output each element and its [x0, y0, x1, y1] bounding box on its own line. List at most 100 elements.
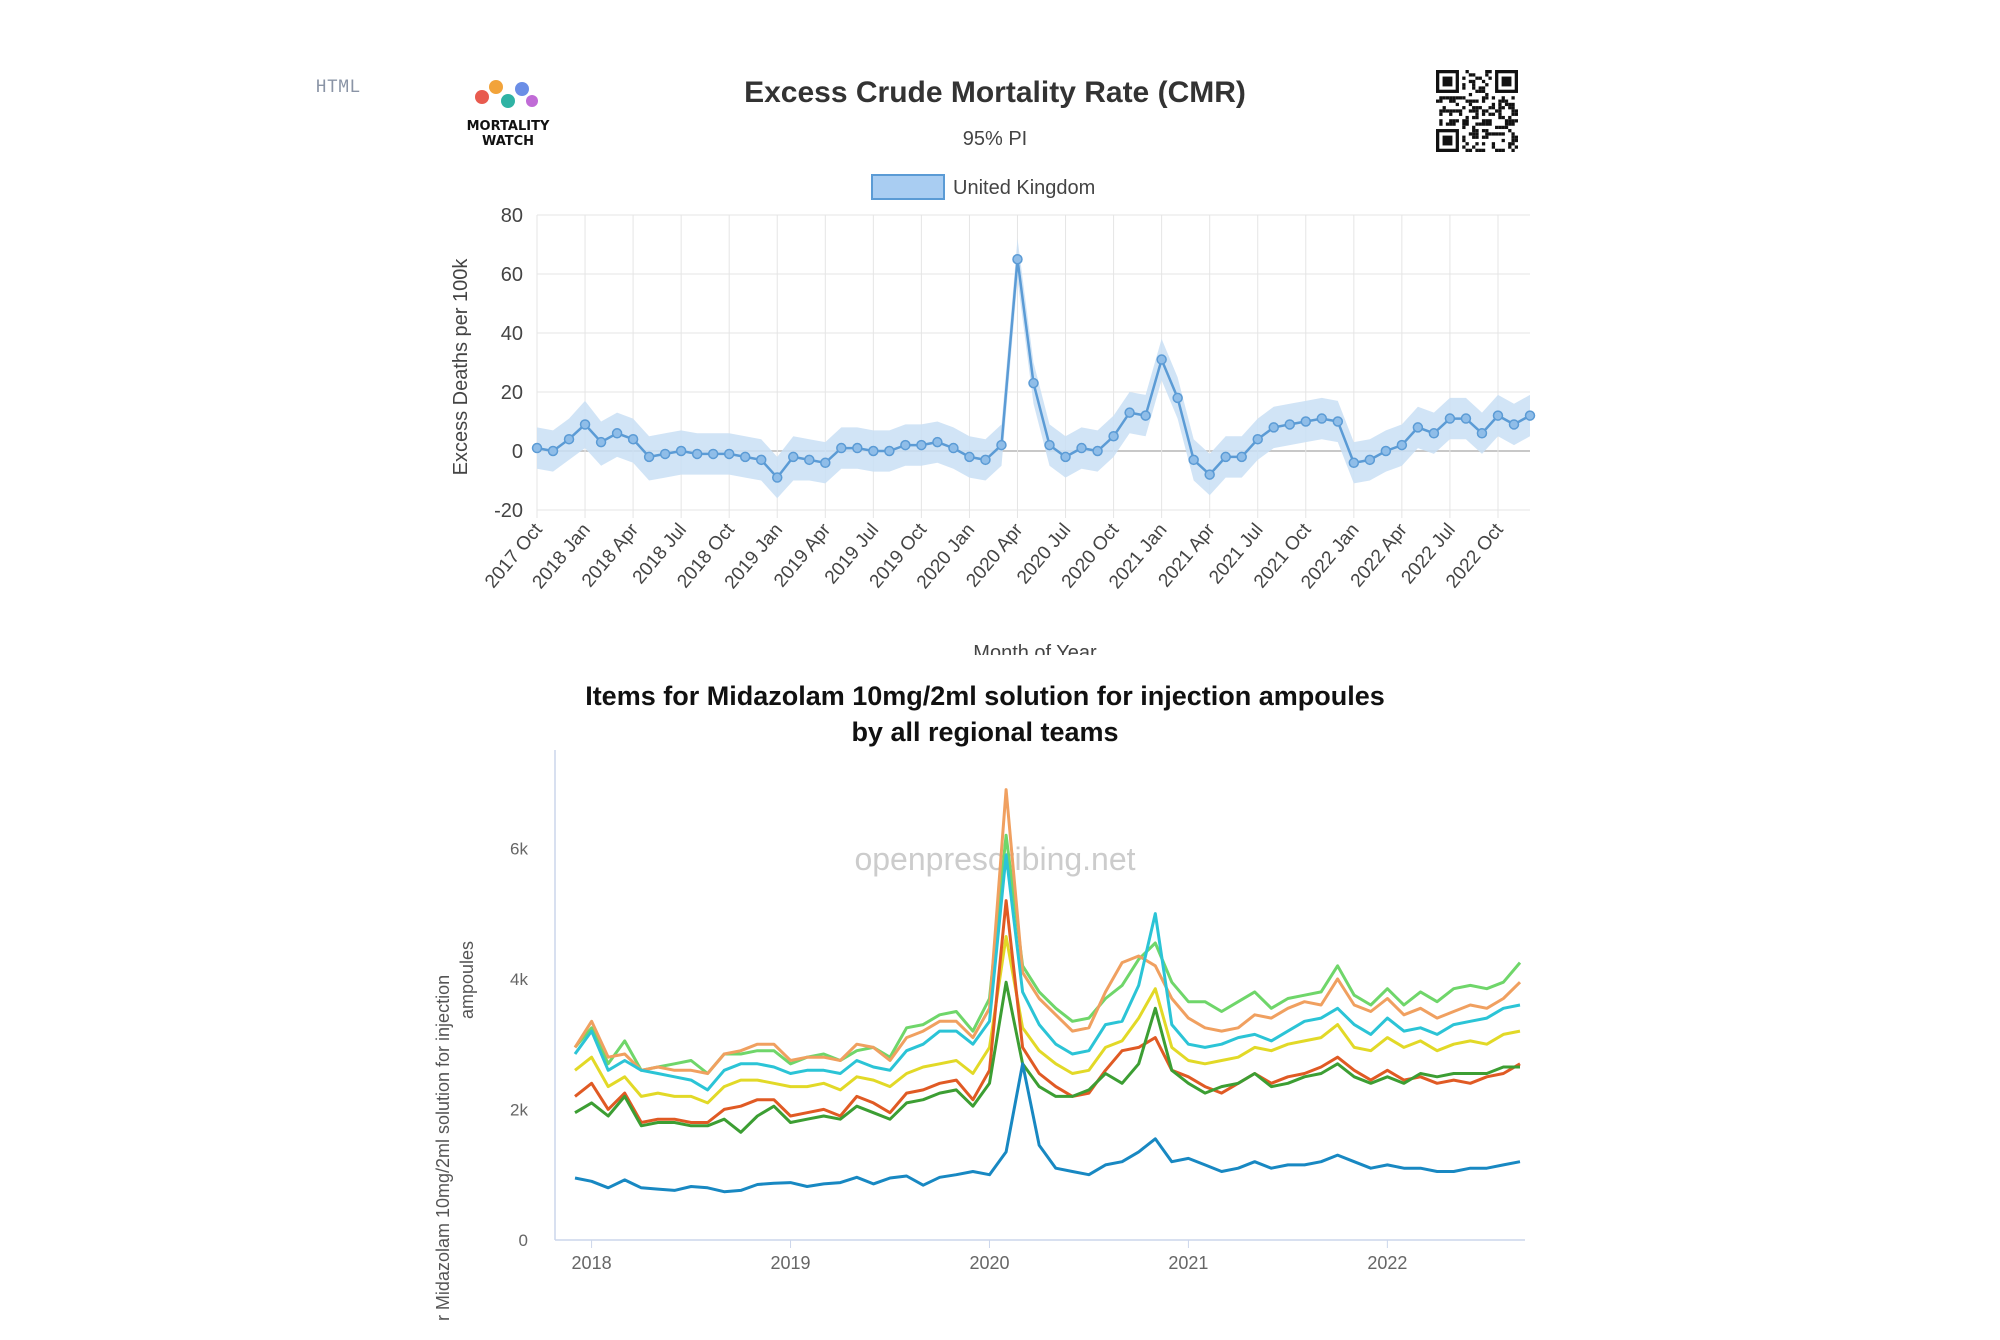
data-point	[1092, 445, 1103, 457]
data-point	[804, 454, 815, 466]
data-point	[1380, 445, 1392, 457]
logo-text-line2: WATCH	[482, 134, 534, 149]
qr-module	[1455, 119, 1459, 123]
qr-module	[1472, 83, 1476, 87]
qr-module	[1455, 109, 1459, 113]
data-point	[1044, 439, 1055, 451]
data-point	[788, 451, 799, 463]
qr-module	[1481, 99, 1486, 103]
qr-module	[1455, 96, 1459, 100]
qr-module	[1508, 122, 1512, 126]
data-point	[836, 442, 847, 454]
logo-dot	[489, 80, 503, 94]
data-point	[771, 472, 783, 483]
data-point	[1140, 410, 1151, 421]
qr-module	[1478, 86, 1482, 90]
logo-dot	[515, 82, 529, 96]
html-tag-label: HTML	[316, 77, 361, 97]
qr-module	[1472, 125, 1476, 130]
qr-module	[1508, 106, 1512, 110]
qr-module	[1485, 119, 1489, 123]
qr-module	[1485, 129, 1489, 133]
data-point	[1268, 422, 1279, 433]
qr-module	[1488, 112, 1492, 116]
x-tick-label: 2018	[572, 1253, 612, 1273]
qr-module	[1511, 122, 1515, 126]
data-point	[852, 442, 863, 454]
qr-module	[1475, 142, 1479, 146]
qr-module	[1472, 145, 1476, 149]
data-point	[1172, 392, 1183, 404]
data-point	[1444, 413, 1456, 424]
data-point	[820, 457, 831, 469]
qr-module	[1488, 106, 1492, 110]
chart2-watermark: openprescribing.net	[854, 841, 1135, 877]
qr-module	[1452, 119, 1456, 123]
data-point	[1188, 454, 1199, 466]
qr-module	[1462, 145, 1466, 149]
qr-module	[1501, 99, 1505, 103]
qr-module	[1468, 99, 1473, 103]
mortality-watch-logo: MORTALITY WATCH	[467, 80, 550, 149]
qr-module	[1508, 102, 1512, 107]
qr-module	[1511, 119, 1515, 123]
qr-module	[1449, 122, 1453, 126]
qr-module	[1491, 102, 1496, 107]
qr-module	[1498, 102, 1502, 107]
data-point	[627, 433, 639, 445]
qr-module	[1514, 119, 1518, 123]
qr-module	[1511, 106, 1515, 110]
qr-module	[1485, 122, 1489, 126]
y-tick-label: 20	[501, 382, 523, 404]
data-point	[1428, 428, 1440, 439]
data-point	[611, 428, 623, 439]
qr-module	[1501, 132, 1505, 136]
data-point	[1060, 451, 1071, 463]
qr-module	[1442, 106, 1446, 110]
qr-module	[1511, 102, 1515, 107]
x-tick-label: 2020	[969, 1253, 1009, 1273]
y-tick-label: -20	[494, 500, 523, 522]
qr-module	[1462, 86, 1466, 90]
qr-module	[1445, 109, 1450, 113]
qr-module	[1491, 112, 1496, 116]
qr-module	[1485, 92, 1489, 97]
midazolam-items-chart: Items for Midazolam 10mg/2ml solution fo…	[433, 681, 1525, 1320]
qr-module	[1504, 102, 1509, 107]
qr-module	[1511, 142, 1515, 146]
qr-module	[1481, 148, 1486, 152]
series-line-region-6	[574, 980, 1520, 1134]
series-line-region-4	[574, 935, 1521, 1105]
chart1-title: Excess Crude Mortality Rate (CMR)	[744, 76, 1246, 109]
qr-module	[1481, 89, 1486, 93]
logo-text-line1: MORTALITY	[467, 119, 550, 134]
qr-module	[1478, 122, 1482, 126]
qr-module	[1475, 129, 1479, 133]
y-tick-label: 6k	[510, 839, 528, 858]
data-point	[643, 451, 655, 463]
data-point	[579, 419, 591, 430]
series-line-region-2	[573, 788, 1522, 1075]
qr-module	[1491, 145, 1496, 149]
qr-module	[1495, 125, 1499, 130]
qr-module	[1468, 92, 1473, 97]
data-point	[1108, 431, 1119, 442]
legend-swatch	[871, 174, 945, 200]
qr-module	[1488, 119, 1492, 123]
data-point	[1076, 442, 1087, 454]
qr-module	[1468, 102, 1473, 107]
qr-module	[1478, 89, 1482, 93]
qr-module	[1485, 109, 1489, 113]
qr-module	[1449, 99, 1453, 103]
qr-module	[1455, 102, 1459, 107]
qr-module	[1472, 106, 1476, 110]
qr-module	[1481, 96, 1486, 100]
y-tick-label: 80	[501, 205, 523, 227]
data-point	[884, 445, 895, 457]
qr-module	[1452, 109, 1456, 113]
qr-module	[1439, 112, 1443, 116]
qr-module	[1504, 125, 1509, 130]
data-point	[1524, 410, 1536, 421]
qr-code	[1436, 70, 1518, 152]
qr-module	[1511, 112, 1515, 116]
